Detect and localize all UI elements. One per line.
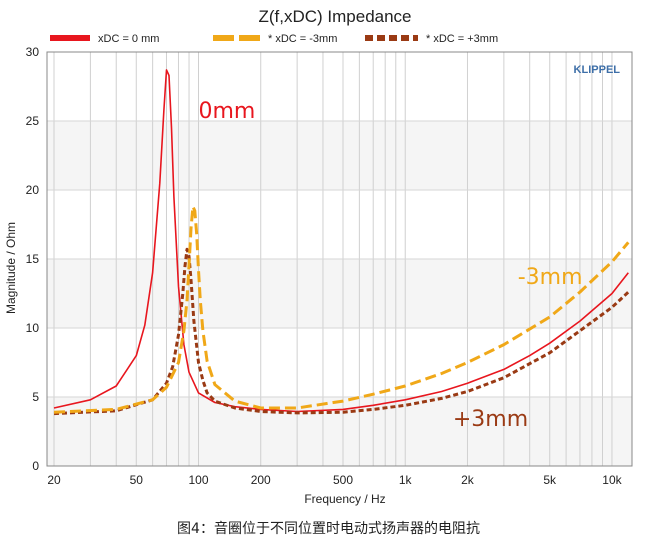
legend: xDC = 0 mm * xDC = -3mm * xDC = +3mm [50,33,498,45]
x-tick-label: 5k [543,473,557,487]
y-tick-label: 15 [26,252,40,266]
legend-label: xDC = 0 mm [98,33,159,45]
y-tick-label: 25 [26,114,40,128]
grid-band [47,190,632,259]
grid-band [47,52,632,121]
x-tick-label: 500 [333,473,353,487]
impedance-chart: 20 50 100 200 500 1k 2k 5k 10k 0 5 10 15 20 25 30 0mm -… [4,7,633,506]
series-annotation: 0mm [198,99,255,124]
y-tick-label: 5 [32,390,39,404]
series-annotation: +3mm [453,407,528,432]
x-axis-label: Frequency / Hz [304,492,385,506]
legend-label: * xDC = +3mm [426,33,498,45]
grid-band [47,328,632,397]
legend-label: * xDC = -3mm [268,33,337,45]
series-lines [53,69,630,416]
watermark-klippel: KLIPPEL [574,64,621,76]
series-annotation: -3mm [518,265,583,290]
plot-frame [46,51,633,467]
x-tick-label: 10k [602,473,622,487]
chart-title: Z(f,xDC) Impedance [258,7,411,26]
y-axis-ticks: 0 5 10 15 20 25 30 [26,45,40,473]
x-tick-label: 100 [188,473,208,487]
x-tick-label: 200 [251,473,271,487]
y-tick-label: 0 [32,459,39,473]
x-axis-ticks: 20 50 100 200 500 1k 2k 5k 10k [47,473,622,487]
x-tick-label: 2k [461,473,475,487]
y-tick-label: 20 [26,183,40,197]
grid [47,51,632,467]
annotations: 0mm -3mm +3mm [198,99,582,432]
y-axis-label: Magnitude / Ohm [4,222,18,314]
x-tick-label: 50 [130,473,144,487]
series-line [53,69,629,413]
figure-caption: 图4：音圈位于不同位置时电动式扬声器的电阻抗 [177,521,480,537]
series-line [53,205,630,414]
y-tick-label: 30 [26,45,40,59]
y-tick-label: 10 [26,321,40,335]
x-tick-label: 1k [399,473,413,487]
series-line [53,247,630,416]
x-tick-label: 20 [47,473,61,487]
